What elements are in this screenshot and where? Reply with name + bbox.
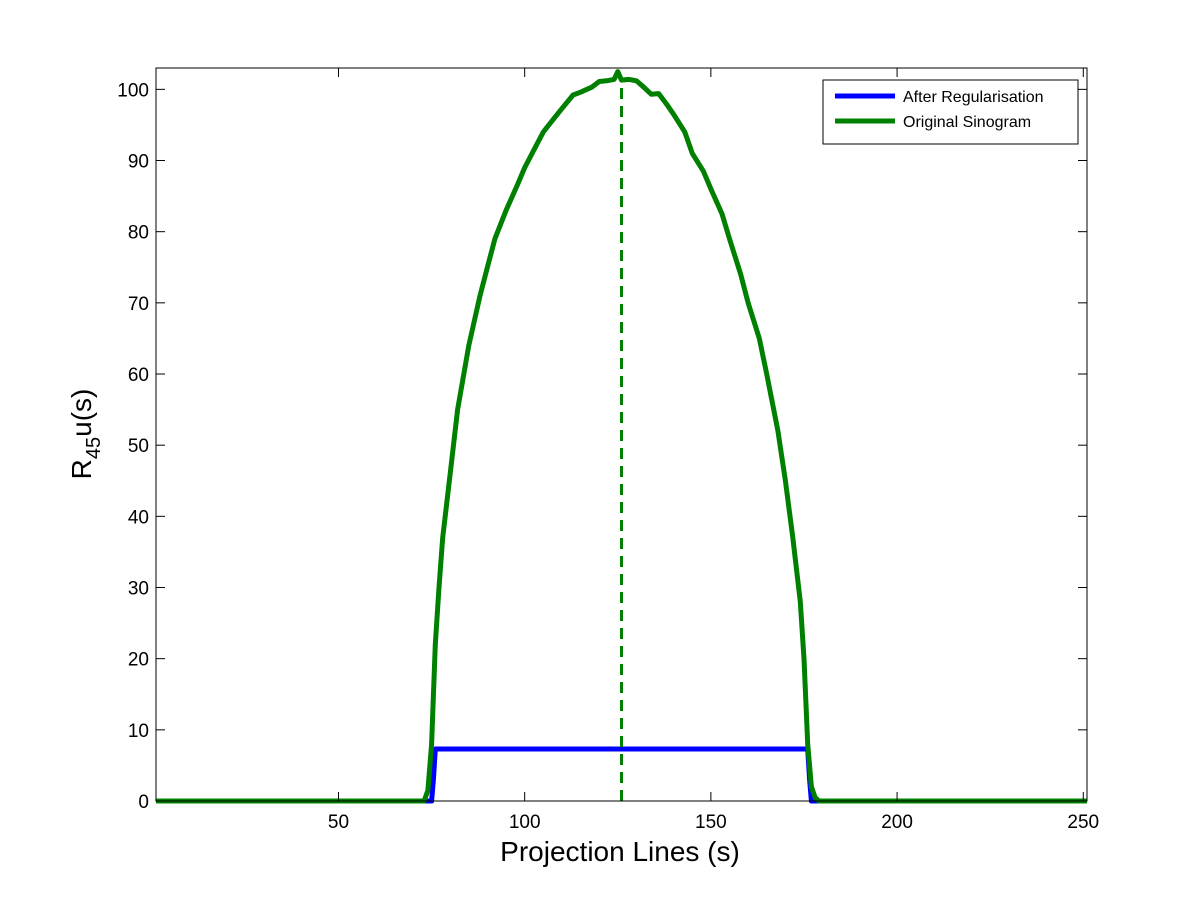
x-tick-label: 250 (1067, 812, 1099, 833)
x-tick-label: 50 (328, 812, 349, 833)
y-axis-title: R45u(s) (66, 389, 105, 480)
x-tick-label: 150 (695, 812, 727, 833)
x-tick-label: 100 (509, 812, 541, 833)
legend-label: After Regularisation (903, 89, 1044, 106)
y-tick-label: 50 (128, 436, 149, 457)
y-tick-label: 100 (117, 80, 149, 101)
y-tick-label: 60 (128, 365, 149, 386)
y-axis-title-suffix: u(s) (66, 389, 97, 437)
y-axis-title-subscript: 45 (83, 437, 105, 459)
axes-box (155, 67, 1088, 802)
series-layer (156, 69, 1087, 804)
y-tick-label: 30 (128, 579, 149, 600)
y-tick-label: 90 (128, 152, 149, 173)
legend-box (822, 79, 1079, 145)
y-axis-title-main: R (66, 459, 97, 479)
legend: After Regularisation Original Sinogram (822, 79, 1079, 145)
tick-layer: 50 100 150 200 250 0 10 20 30 40 50 60 70 80 90 100 (117, 68, 1099, 833)
y-tick-label: 10 (128, 721, 149, 742)
x-axis-title: Projection Lines (s) (500, 836, 740, 867)
y-tick-label: 40 (128, 507, 149, 528)
x-tick-label: 200 (881, 812, 913, 833)
original-sinogram-line (156, 69, 1087, 804)
after-regularisation-line (156, 746, 1087, 804)
y-tick-label: 70 (128, 294, 149, 315)
legend-label: Original Sinogram (903, 114, 1031, 131)
y-tick-label: 0 (138, 792, 149, 813)
y-tick-label: 80 (128, 223, 149, 244)
y-tick-label: 20 (128, 650, 149, 671)
